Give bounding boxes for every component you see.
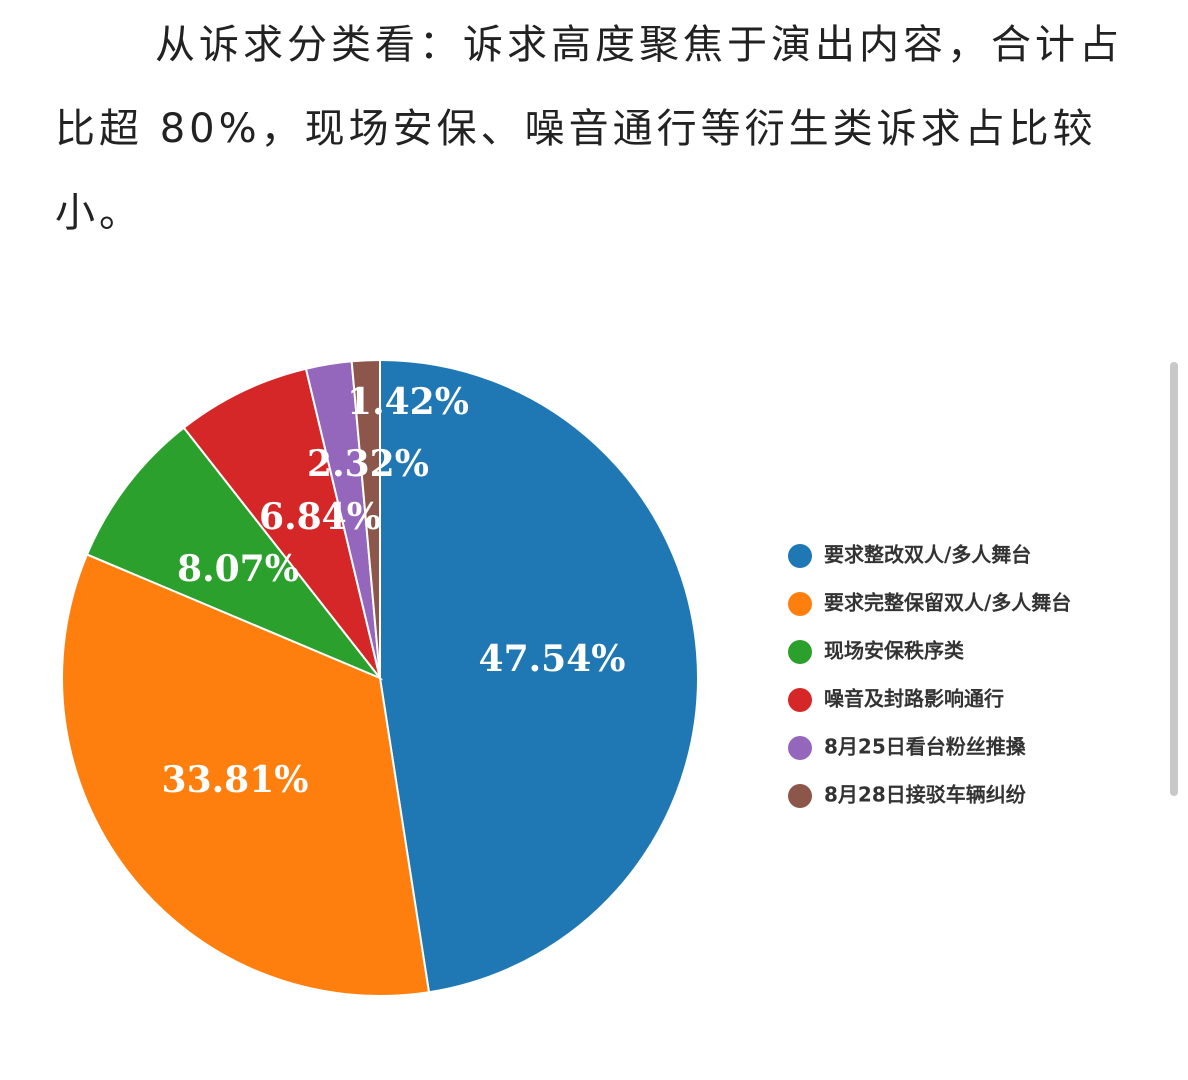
value-label: 8.07% [177, 548, 299, 590]
pie-slice [85, 426, 384, 681]
legend-marker [788, 736, 812, 760]
value-label: 6.84% [259, 496, 381, 538]
value-label: 47.54% [479, 638, 626, 680]
paragraph: 从诉求分类看：诉求高度聚焦于演出内容，合计占比超 80%，现场安保、噪音通行等衍… [55, 22, 1123, 236]
legend-label: 噪音及封路影响通行 [824, 687, 1004, 711]
legend-label: 8月25日看台粉丝推搡 [824, 735, 1027, 759]
value-label: 2.32% [307, 443, 429, 485]
pie-slice [182, 367, 381, 679]
legend-label: 现场安保秩序类 [824, 639, 964, 663]
legend-marker [788, 688, 812, 712]
value-label: 33.81% [162, 759, 309, 801]
legend-label: 8月28日接驳车辆纠纷 [824, 783, 1026, 807]
legend-marker [788, 784, 812, 808]
pie-slice [379, 358, 699, 994]
legend-marker [788, 544, 812, 568]
legend-label: 要求完整保留双人/多人舞台 [824, 591, 1071, 615]
scrollbar [1170, 362, 1178, 796]
value-label: 1.42% [347, 381, 469, 423]
legend-marker [788, 592, 812, 616]
legend-label: 要求整改双人/多人舞台 [824, 543, 1031, 567]
legend-marker [788, 640, 812, 664]
pie-slice [61, 553, 431, 997]
pie-slice [350, 358, 381, 679]
